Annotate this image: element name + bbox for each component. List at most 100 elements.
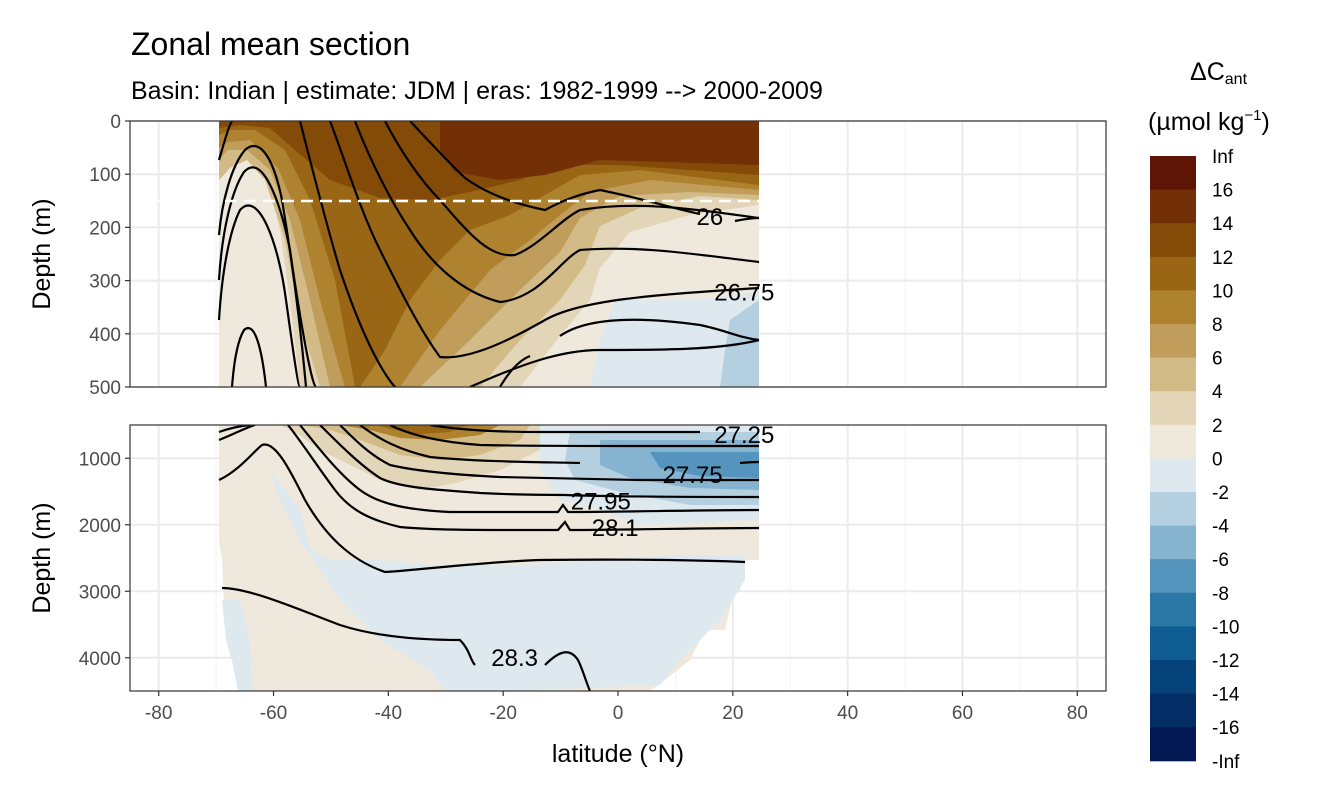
legend-swatch: [1150, 223, 1196, 258]
legend-swatches: [1150, 156, 1196, 762]
legend-label: 2: [1212, 416, 1223, 437]
top-panel-border: [129, 120, 1107, 388]
y-tick-label: 2000: [79, 516, 121, 537]
legend-label: -4: [1212, 517, 1229, 538]
bottom-y-ticks: 1000 2000 3000 4000: [79, 449, 130, 670]
top-panel: 26 26.75 0 100 200 300 400 500 Depth (m): [28, 112, 1107, 399]
bottom-y-axis-title: Depth (m): [28, 502, 56, 613]
legend-swatch: [1150, 660, 1196, 695]
legend-swatch: [1150, 357, 1196, 392]
top-field-band-0: [590, 292, 759, 387]
x-tick-label: -60: [260, 703, 287, 724]
legend-label: -10: [1212, 617, 1239, 638]
x-axis-ticks: -80 -60 -40 -20 0 20 40 60 80: [145, 691, 1088, 724]
isopycnal-label: 26.75: [714, 279, 774, 306]
legend-label: 8: [1212, 315, 1223, 336]
isopycnal-top-8: [353, 121, 760, 304]
isopycnal-label: 28.3: [491, 645, 538, 672]
y-tick-label: 4000: [79, 649, 121, 670]
isopycnal-bot-4: [299, 425, 760, 514]
isopycnal-top-11: [599, 188, 760, 223]
legend-label: 16: [1212, 181, 1233, 202]
legend-swatch: [1150, 391, 1196, 426]
isopycnal-label: 27.25: [714, 422, 774, 449]
legend-label: 10: [1212, 281, 1233, 302]
top-y-ticks: 0 100 200 300 400 500: [89, 112, 130, 399]
isopycnal-bot-7: [359, 425, 760, 465]
legend-swatch: [1150, 525, 1196, 560]
y-tick-label: 0: [110, 112, 121, 133]
legend-swatch: [1150, 559, 1196, 594]
legend-label: 12: [1212, 248, 1233, 269]
y-tick-label: 500: [89, 378, 121, 399]
legend-units: (µmol kg−1): [1148, 107, 1270, 136]
isopycnal-top-2: [217, 144, 308, 387]
legend-swatch: [1150, 324, 1196, 359]
bottom-field-band-neg6: [650, 452, 759, 478]
legend-label: 6: [1212, 349, 1223, 370]
legend-units-main: (µmol kg: [1148, 108, 1244, 136]
y-tick-label: 3000: [79, 582, 121, 603]
legend-units-end: ): [1261, 108, 1269, 136]
x-tick-label: 0: [613, 703, 624, 724]
legend-swatch: [1150, 156, 1196, 191]
legend-label: 0: [1212, 449, 1223, 470]
legend-label: 4: [1212, 382, 1223, 403]
legend-swatch: [1150, 290, 1196, 325]
legend-swatch: [1150, 492, 1196, 527]
y-tick-label: 100: [89, 165, 121, 186]
isopycnal-bot-9: [429, 425, 700, 434]
isopycnal-label: 27.95: [571, 488, 631, 515]
isopycnal-top-13: [469, 338, 760, 387]
legend-swatch: [1150, 458, 1196, 493]
bottom-field-band-0b: [222, 600, 252, 691]
bottom-panel-field: [218, 425, 760, 691]
legend-label: -6: [1212, 550, 1229, 571]
legend-title-sub: ant: [1225, 71, 1248, 88]
top-y-axis-title: Depth (m): [28, 198, 56, 309]
isopycnal-top-14: [499, 354, 531, 387]
legend-labels: Inf 16 14 12 10 8 6 4 2 0 -2 -4 -6 -8 -10 -12 -14 -16 -Inf: [1212, 147, 1240, 773]
isopycnal-bot-3: [218, 425, 760, 532]
chart-subtitle: Basin: Indian | estimate: JDM | eras: 19…: [131, 77, 823, 105]
isopycnal-top-5: [230, 327, 268, 387]
y-tick-label: 200: [89, 218, 121, 239]
legend-swatch: [1150, 256, 1196, 291]
isopycnal-label: 27.75: [663, 462, 723, 489]
bottom-isopycnals: [218, 425, 760, 691]
y-tick-label: 300: [89, 272, 121, 293]
legend-label: -16: [1212, 718, 1239, 739]
x-tick-label: -20: [489, 703, 516, 724]
legend-label: -14: [1212, 685, 1240, 706]
legend-title-main: ΔC: [1190, 58, 1225, 86]
top-isopycnals: [217, 121, 760, 387]
isopycnal-top-6: [298, 121, 396, 387]
isopycnal-top-3: [217, 166, 318, 387]
isopycnal-bot-6: [339, 425, 759, 482]
legend-units-sup: −1: [1244, 107, 1261, 124]
legend-label: -2: [1212, 483, 1229, 504]
legend: ΔCant (µmol kg−1) Inf 16 14 12 10 8 6 4 2 0 -2 -4 -6…: [1148, 58, 1270, 773]
isopycnal-top-10: [409, 121, 601, 212]
chart-title: Zonal mean section: [131, 26, 410, 62]
isopycnal-bot-10: [221, 586, 592, 691]
x-tick-label: 40: [837, 703, 858, 724]
y-tick-label: 1000: [79, 449, 121, 470]
top-panel-field: [130, 121, 1106, 387]
legend-label: -8: [1212, 584, 1229, 605]
isopycnal-top-4: [217, 204, 302, 387]
legend-label: -Inf: [1212, 752, 1240, 773]
isopycnal-label: 26: [697, 204, 724, 231]
legend-label: 14: [1212, 214, 1234, 235]
x-tick-label: 80: [1067, 703, 1088, 724]
x-tick-label: -40: [375, 703, 402, 724]
isopycnal-bot-8: [389, 425, 759, 448]
y-tick-label: 400: [89, 325, 121, 346]
top-field-band-14: [440, 121, 759, 180]
x-tick-label: 60: [952, 703, 973, 724]
isopycnal-label: 28.1: [592, 515, 639, 542]
legend-title: ΔCant: [1190, 58, 1248, 88]
isopycnal-top-12: [559, 318, 760, 342]
